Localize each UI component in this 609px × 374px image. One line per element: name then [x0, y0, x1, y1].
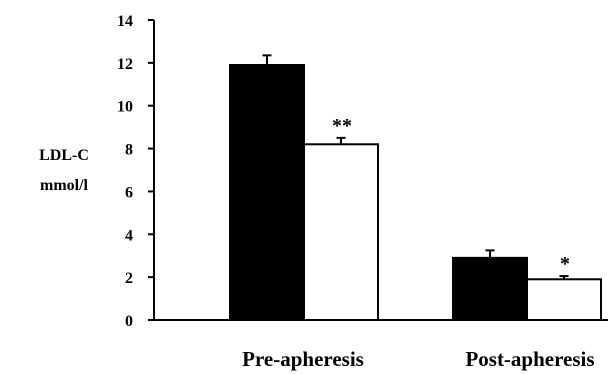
x-axis-category-labels: Pre-apheresis Post-apheresis: [242, 347, 594, 371]
category-label: Pre-apheresis: [242, 347, 364, 371]
y-tick-label: 6: [125, 184, 133, 201]
y-tick-label: 14: [117, 13, 133, 30]
y-axis-ticks: 0 2 4 6 8 10 12 14: [117, 13, 154, 330]
category-label: Post-apheresis: [465, 347, 594, 371]
y-tick-label: 12: [117, 56, 133, 73]
bar: [229, 64, 305, 321]
significance-annotation: **: [332, 115, 352, 137]
y-axis-label: LDL-C mmol/l: [39, 147, 89, 194]
y-axis-label-line-1: LDL-C: [39, 147, 89, 164]
bars: ***: [229, 54, 602, 322]
y-tick-label: 8: [125, 142, 133, 159]
bar: [526, 278, 602, 321]
significance-annotation: *: [560, 253, 570, 275]
y-axis-label-line-2: mmol/l: [40, 177, 89, 194]
axes: [153, 20, 608, 321]
y-tick-label: 10: [117, 99, 133, 116]
y-tick-label: 4: [125, 227, 133, 244]
bar: [303, 143, 379, 321]
y-tick-label: 2: [125, 270, 133, 287]
y-tick-label: 0: [125, 313, 133, 330]
bar: [452, 256, 528, 322]
